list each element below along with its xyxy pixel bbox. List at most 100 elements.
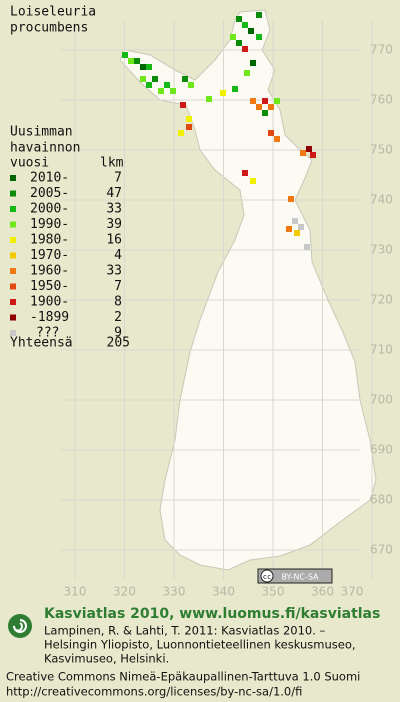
badge-cc: cc	[263, 573, 271, 581]
record-square	[170, 88, 176, 94]
legend-count: 33	[106, 264, 122, 279]
legend-count: 47	[106, 186, 122, 201]
record-square	[236, 40, 242, 46]
record-square	[186, 116, 192, 122]
record-square	[268, 104, 274, 110]
legend-label: 1900-	[30, 295, 69, 310]
record-square	[268, 130, 274, 136]
east-label: 340	[212, 585, 235, 599]
legend-count: 16	[106, 233, 122, 248]
record-square	[180, 102, 186, 108]
record-square	[146, 82, 152, 88]
logo-circle	[8, 614, 32, 638]
legend-label: -1899	[30, 310, 69, 325]
legend-count: 9	[114, 326, 122, 341]
species-name: procumbens	[10, 21, 88, 36]
record-square	[310, 152, 316, 158]
legend-label: 1960-	[30, 264, 69, 279]
east-label: 350	[262, 585, 285, 599]
record-square	[288, 196, 294, 202]
legend-swatch	[10, 237, 16, 243]
record-square	[220, 90, 226, 96]
legend-swatch	[10, 221, 16, 228]
species-name: Loiseleuria	[10, 5, 96, 20]
legend-swatch	[10, 252, 16, 259]
legend-label: 1990-	[30, 217, 69, 232]
legend-swatch	[10, 283, 16, 290]
logo-spiral	[13, 619, 27, 633]
citation: Kasvimuseo, Helsinki.	[44, 652, 169, 666]
record-square	[140, 64, 146, 70]
record-square	[152, 76, 158, 82]
legend-count: 4	[114, 248, 122, 263]
record-square	[182, 76, 188, 82]
record-square	[178, 130, 184, 136]
north-label: 760	[370, 93, 393, 107]
record-square	[122, 52, 128, 58]
record-square	[186, 124, 192, 130]
record-square	[250, 98, 256, 104]
legend-heading: vuosi	[10, 156, 49, 171]
east-label: 370	[341, 585, 364, 599]
record-square	[188, 82, 194, 88]
legend-label: 1950-	[30, 279, 69, 294]
record-square	[250, 178, 256, 184]
record-square	[146, 64, 152, 70]
record-square	[298, 224, 304, 230]
record-square	[232, 86, 238, 92]
logo	[8, 614, 32, 638]
record-square	[300, 150, 306, 156]
record-square	[230, 34, 236, 40]
legend-label: 2010-	[30, 171, 69, 186]
legend-label: 2000-	[30, 202, 69, 217]
license-url[interactable]: http://creativecommons.org/licenses/by-n…	[6, 685, 302, 699]
grid	[60, 20, 373, 580]
record-square	[242, 46, 248, 52]
north-label: 690	[370, 443, 393, 457]
record-square	[256, 12, 262, 18]
record-square	[242, 22, 248, 28]
citation: Helsingin Yliopisto, Luonnontieteellinen…	[44, 638, 356, 652]
legend-label: ???	[36, 326, 59, 341]
badge-icon	[260, 569, 274, 583]
record-square	[158, 88, 164, 94]
north-label: 730	[370, 243, 393, 257]
legend-count-heading: lkm	[100, 156, 124, 171]
legend-count: 7	[114, 171, 122, 186]
record-square	[286, 226, 292, 232]
record-square	[250, 60, 256, 66]
record-square	[262, 98, 268, 104]
legend-swatch	[10, 190, 16, 197]
total-count: 205	[107, 336, 130, 351]
record-square	[128, 58, 134, 64]
brand[interactable]: Kasviatlas 2010, www.luomus.fi/kasviatla…	[44, 606, 380, 622]
record-square	[248, 28, 254, 34]
legend-swatch	[10, 299, 16, 305]
legend-count: 39	[106, 217, 122, 232]
legend-swatch	[10, 268, 16, 274]
badge-text: BY-NC-SA	[281, 573, 319, 582]
record-square	[304, 244, 310, 250]
record-square	[140, 76, 146, 82]
record-square	[262, 110, 268, 116]
north-label: 710	[370, 343, 393, 357]
record-square	[292, 218, 298, 224]
north-label: 770	[370, 43, 393, 57]
finland-outline	[119, 9, 377, 571]
license-badge[interactable]: cc BY-NC-SA	[257, 568, 333, 584]
east-label: 330	[163, 585, 186, 599]
record-square	[164, 82, 170, 88]
citation: Lampinen, R. & Lahti, T. 2011: Kasviatla…	[44, 624, 326, 638]
record-square	[274, 98, 280, 104]
record-square	[206, 96, 212, 102]
record-squares	[122, 12, 316, 250]
record-square	[256, 34, 262, 40]
north-label: 750	[370, 143, 393, 157]
record-square	[134, 58, 140, 64]
legend-swatch	[10, 206, 16, 212]
legend-swatch	[10, 314, 16, 321]
legend-label: 2005-	[30, 186, 69, 201]
record-square	[242, 170, 248, 176]
